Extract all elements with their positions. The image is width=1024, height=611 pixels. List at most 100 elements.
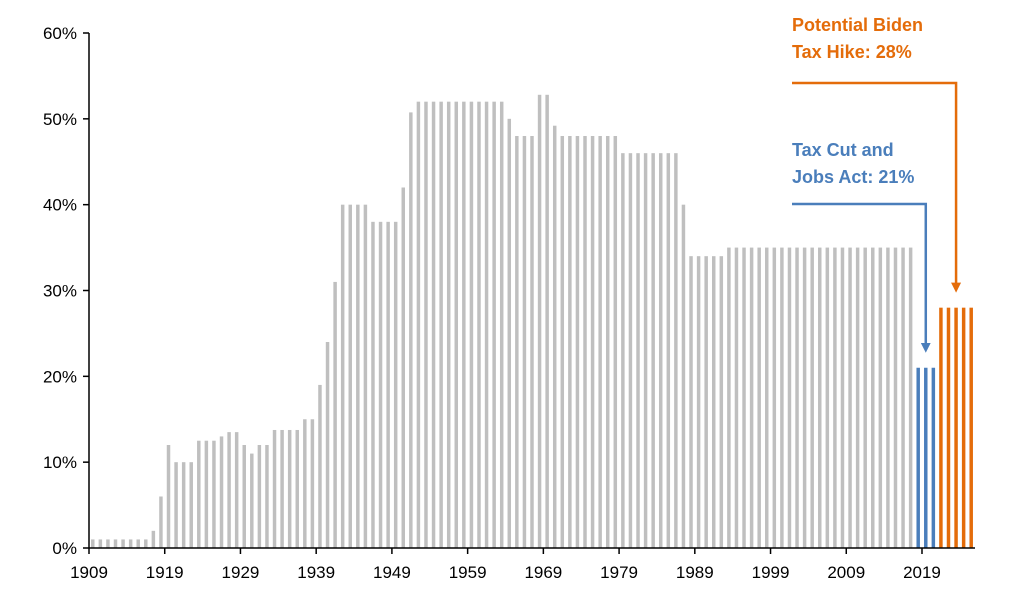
- annotation-biden-line-2: Tax Hike: 28%: [792, 42, 912, 62]
- bar-historical-1931: [257, 445, 262, 548]
- bar-historical-1943: [348, 204, 352, 549]
- bar-historical-1999: [772, 247, 777, 548]
- bar-historical-1922: [189, 462, 193, 548]
- bar-historical-2008: [840, 247, 845, 548]
- bar-historical-1990: [704, 256, 708, 548]
- bar-historical-1971: [560, 136, 565, 548]
- bar-historical-1918: [159, 496, 163, 548]
- bar-historical-1973: [575, 136, 580, 548]
- annotation-tcja-line-2: Jobs Act: 21%: [792, 167, 914, 187]
- bar-tcja-2020: [931, 367, 936, 548]
- bar-historical-1939: [318, 384, 322, 548]
- bar-historical-1909: [91, 539, 95, 548]
- bar-historical-1966: [522, 136, 527, 548]
- y-tick-label: 20%: [43, 367, 77, 386]
- bar-historical-1952: [416, 101, 421, 549]
- bar-historical-1924: [204, 440, 209, 548]
- bar-historical-1928: [234, 432, 239, 549]
- bar-historical-1981: [636, 153, 640, 549]
- bar-historical-1969: [545, 94, 549, 549]
- bar-historical-2017: [908, 247, 913, 548]
- bar-historical-1935: [287, 429, 292, 548]
- bar-historical-1983: [651, 153, 655, 549]
- bar-historical-2000: [780, 247, 784, 548]
- bar-historical-2001: [787, 247, 792, 548]
- annotation-tcja-arrow: [792, 202, 931, 353]
- bar-historical-1978: [613, 136, 618, 548]
- bar-historical-1960: [477, 101, 481, 549]
- bar-historical-1955: [439, 101, 443, 549]
- bar-historical-1940: [325, 342, 330, 548]
- y-tick-label: 0%: [52, 539, 77, 558]
- bar-historical-1984: [658, 153, 663, 549]
- bar-historical-1959: [469, 101, 474, 549]
- bar-historical-1916: [144, 539, 148, 548]
- bar-historical-1920: [174, 462, 178, 548]
- x-tick-label: 2009: [827, 563, 865, 582]
- annotation-tcja-line-1: Tax Cut and: [792, 140, 894, 160]
- bar-historical-1968: [537, 94, 542, 549]
- bar-historical-1965: [515, 136, 519, 548]
- y-tick-label: 30%: [43, 282, 77, 301]
- bar-historical-1975: [590, 136, 595, 548]
- bar-historical-1997: [757, 247, 761, 548]
- x-tick-label: 2019: [903, 563, 941, 582]
- bar-historical-1987: [681, 204, 686, 549]
- bar-historical-1926: [219, 436, 224, 548]
- bar-historical-1910: [98, 539, 103, 548]
- bar-historical-1974: [583, 136, 587, 548]
- y-tick-label: 60%: [43, 24, 77, 43]
- annotation-biden-line-1: Potential Biden: [792, 15, 923, 35]
- bar-historical-1937: [303, 419, 307, 548]
- bar-historical-2005: [818, 247, 822, 548]
- annotation-layer: Potential Biden Tax Hike: 28% Tax Cut and J…: [792, 15, 962, 353]
- bar-historical-2003: [802, 247, 807, 548]
- bar-historical-1996: [749, 247, 754, 548]
- x-tick-label: 1919: [146, 563, 184, 582]
- x-tick-label: 1909: [70, 563, 108, 582]
- bar-historical-1917: [151, 530, 156, 548]
- bar-biden-2022: [946, 307, 951, 548]
- bar-historical-1998: [765, 247, 769, 548]
- x-tick-label: 1999: [752, 563, 790, 582]
- bar-historical-1911: [106, 539, 110, 548]
- x-tick-label: 1959: [449, 563, 487, 582]
- bar-historical-1957: [454, 101, 459, 549]
- bar-historical-1934: [280, 429, 284, 548]
- bar-historical-1947: [378, 221, 383, 548]
- bar-historical-1925: [212, 440, 216, 548]
- bar-historical-1995: [742, 247, 746, 548]
- bar-tcja-2018: [916, 367, 920, 548]
- bar-historical-1986: [674, 153, 678, 549]
- bar-historical-1951: [409, 112, 413, 549]
- x-tick-label: 1929: [222, 563, 260, 582]
- bar-historical-1967: [530, 136, 534, 548]
- bar-historical-1914: [128, 539, 133, 548]
- bar-historical-1949: [393, 221, 398, 548]
- bar-historical-1992: [719, 256, 724, 548]
- bar-historical-1912: [113, 539, 118, 548]
- bar-historical-1980: [628, 153, 633, 549]
- bar-historical-1989: [696, 256, 701, 548]
- x-tick-label: 1979: [600, 563, 638, 582]
- axes-layer: 0% 10% 20% 30% 40% 50% 60% 1909 1919 1929 1939 1949…: [43, 24, 975, 582]
- bar-historical-1988: [689, 256, 693, 548]
- bar-historical-1929: [242, 445, 246, 548]
- annotation-biden-arrow: [792, 81, 962, 293]
- bar-historical-1985: [666, 153, 671, 549]
- bar-historical-1958: [462, 101, 466, 549]
- bar-historical-1927: [227, 432, 231, 549]
- bar-historical-1938: [310, 419, 315, 548]
- bar-historical-1982: [643, 153, 648, 549]
- bar-historical-1972: [568, 136, 572, 548]
- bar-historical-1950: [401, 187, 405, 548]
- bar-historical-1964: [507, 118, 512, 548]
- bar-historical-1944: [356, 204, 360, 549]
- bar-historical-1942: [340, 204, 345, 549]
- bar-historical-1954: [431, 101, 436, 549]
- bar-historical-2011: [863, 247, 867, 548]
- bar-historical-1991: [712, 256, 716, 548]
- bar-historical-1976: [598, 136, 602, 548]
- bar-historical-1956: [446, 101, 451, 549]
- bar-historical-1970: [552, 125, 557, 548]
